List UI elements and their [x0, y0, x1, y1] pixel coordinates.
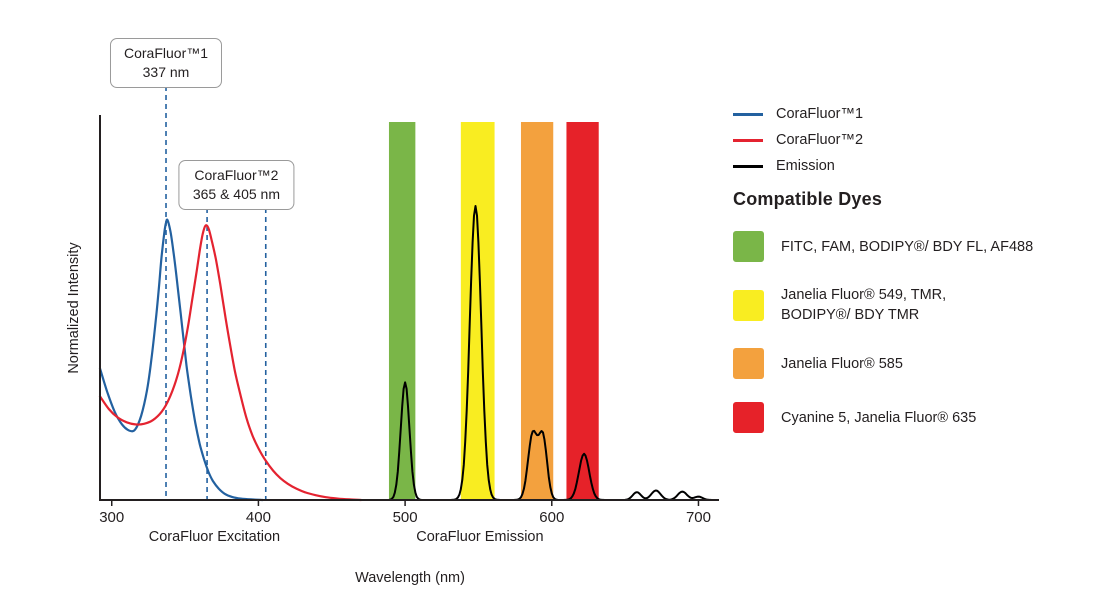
- dye-swatch-green: [733, 231, 764, 262]
- side-panel: CoraFluor™1 CoraFluor™2 Emission Compati…: [733, 106, 1105, 456]
- y-axis-label: Normalized Intensity: [66, 242, 82, 374]
- legend-item-corafluor1: CoraFluor™1: [733, 106, 1105, 122]
- x-tick-label: 600: [539, 509, 564, 526]
- x-axis-sublabel-emission: CoraFluor Emission: [416, 529, 544, 545]
- filter-band-orange: [520, 122, 554, 500]
- dye-row-orange: Janelia Fluor® 585: [733, 348, 1105, 379]
- dye-row-red: Cyanine 5, Janelia Fluor® 635: [733, 402, 1105, 433]
- legend-label: CoraFluor™2: [776, 132, 864, 148]
- dye-row-green: FITC, FAM, BODIPY®/ BDY FL, AF488: [733, 231, 1105, 262]
- legend-line-sample-red: [733, 138, 763, 142]
- dye-swatch-yellow: [733, 289, 764, 321]
- x-tick-label: 700: [686, 509, 711, 526]
- filter-band-yellow: [460, 122, 495, 500]
- legend-label: Emission: [776, 158, 835, 174]
- compatible-dyes-heading: Compatible Dyes: [733, 189, 883, 209]
- x-tick-label: 500: [393, 509, 418, 526]
- annotation-title: CoraFluor™1: [123, 45, 209, 61]
- dye-label: Janelia Fluor® 549, TMR, BODIPY®/ BDY TM…: [781, 287, 947, 323]
- dye-swatch-orange: [733, 348, 764, 379]
- dye-label: Cyanine 5, Janelia Fluor® 635: [781, 409, 977, 426]
- dye-label: FITC, FAM, BODIPY®/ BDY FL, AF488: [781, 238, 1034, 255]
- excitation-curve-2: [98, 224, 363, 502]
- excitation-curve-1: [98, 218, 264, 502]
- x-axis-label: Wavelength (nm): [355, 570, 465, 586]
- dye-label: Janelia Fluor® 585: [781, 355, 903, 372]
- plot-legend: CoraFluor™1 CoraFluor™2 Emission: [733, 106, 1105, 174]
- annotation-value: 365 & 405 nm: [192, 185, 280, 202]
- filter-band-green: [388, 122, 416, 500]
- annotation-corafluor1-337: CoraFluor™1 337 nm: [109, 38, 223, 88]
- x-tick-label: 400: [246, 509, 271, 526]
- dye-swatch-red: [733, 402, 764, 433]
- dye-row-yellow: Janelia Fluor® 549, TMR, BODIPY®/ BDY TM…: [733, 285, 1105, 325]
- legend-line-sample-blue: [733, 112, 763, 116]
- legend-label: CoraFluor™1: [776, 106, 864, 122]
- filter-band-red: [566, 122, 599, 500]
- legend-item-emission: Emission: [733, 158, 1105, 174]
- x-axis-sublabel-excitation: CoraFluor Excitation: [148, 529, 281, 545]
- annotation-title: CoraFluor™2: [194, 167, 279, 183]
- annotation-value: 337 nm: [142, 63, 190, 80]
- annotation-corafluor2-365-405: CoraFluor™2 365 & 405 nm: [178, 160, 294, 210]
- spectra-plot: 300 400 500 600 700: [98, 86, 719, 526]
- legend-line-sample-black: [733, 164, 763, 168]
- legend-item-corafluor2: CoraFluor™2: [733, 132, 1105, 148]
- x-tick-label: 300: [99, 509, 124, 526]
